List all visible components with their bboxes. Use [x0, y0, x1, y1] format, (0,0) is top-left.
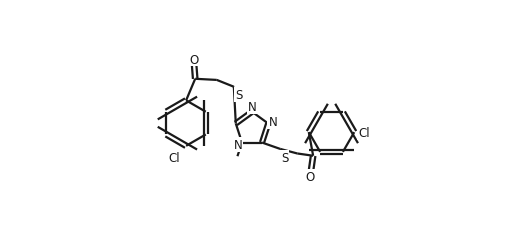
- Text: methyl: methyl: [234, 161, 239, 162]
- Text: N: N: [248, 101, 257, 114]
- Text: S: S: [281, 151, 288, 164]
- Text: N: N: [268, 115, 277, 128]
- Text: N: N: [233, 138, 242, 151]
- Text: Cl: Cl: [169, 151, 180, 164]
- Text: O: O: [305, 171, 315, 184]
- Text: S: S: [235, 88, 242, 101]
- Text: O: O: [189, 53, 199, 66]
- Text: Cl: Cl: [358, 126, 370, 139]
